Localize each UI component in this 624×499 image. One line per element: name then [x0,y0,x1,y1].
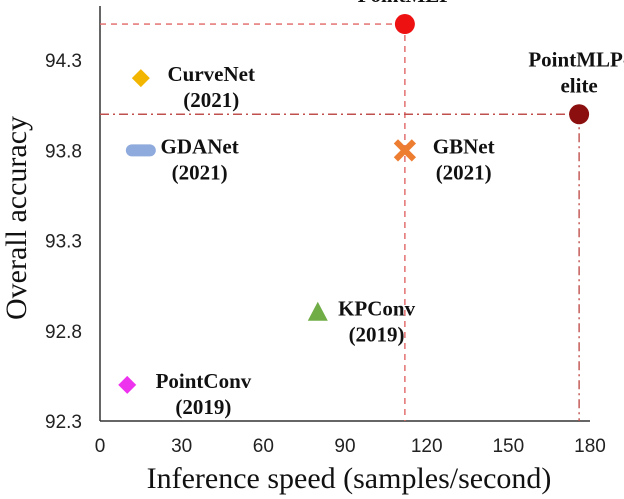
label-gdanet-line2: (2021) [172,160,228,184]
label-gbnet-line2: (2021) [436,160,492,184]
point-gdanet [125,144,156,157]
label-curvenet-line2: (2021) [183,88,239,112]
reference-lines [100,23,580,421]
point-pointmlp [394,14,415,35]
label-pointconv: PointConv [156,369,252,393]
label-pointmlp-elite-line2: elite [560,73,597,97]
x-tick-label: 90 [334,436,355,457]
label-gdanet: GDANet [161,134,239,158]
label-curvenet: CurveNet [167,62,254,86]
data-points [118,14,590,394]
y-tick-label: 93.8 [45,141,82,162]
x-axis-title: Inference speed (samples/second) [147,462,552,495]
y-tick-label: 93.3 [45,232,82,253]
point-labels: PointMLPPointMLP-eliteCurveNet(2021)GDAN… [156,0,624,419]
axes [99,6,590,422]
label-kpconv-line2: (2019) [349,323,405,347]
point-gbnet [393,139,417,162]
point-pointconv [118,375,137,394]
label-pointmlp: PointMLP [358,0,453,7]
label-gbnet: GBNet [433,134,495,158]
x-tick-label: 120 [411,436,443,457]
y-tick-label: 92.3 [45,412,82,433]
point-kpconv [307,301,328,321]
point-curvenet [131,69,150,88]
label-pointconv-line2: (2019) [175,395,231,419]
x-tick-label: 60 [253,436,274,457]
y-tick-label: 92.8 [45,322,82,343]
y-axis-title: Overall accuracy [0,116,33,320]
tick-labels: 0 30 60 90 120 150 180 92.3 92.8 93.3 93.8 94.3 [45,51,606,457]
x-tick-label: 180 [574,436,606,457]
x-tick-label: 150 [492,436,524,457]
label-pointmlp-elite: PointMLP- [528,47,624,71]
x-tick-label: 30 [171,436,192,457]
y-tick-label: 94.3 [45,51,82,72]
label-kpconv: KPConv [338,297,416,321]
point-pointmlp-elite [569,104,590,125]
x-tick-label: 0 [95,436,106,457]
